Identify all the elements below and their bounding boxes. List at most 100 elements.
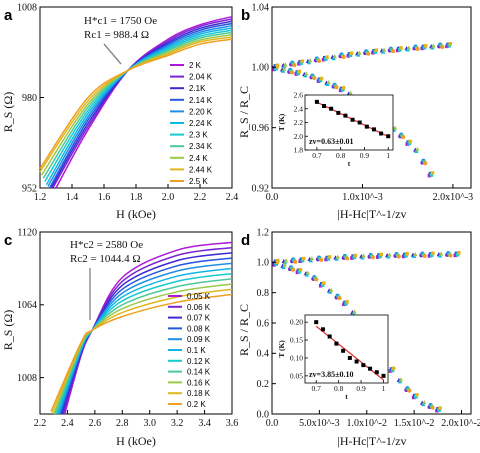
data-point (346, 54, 351, 58)
panel-a-legend: 2 K 2.04 K 2.1K 2.14 K 2.20 K 2.24 K 2.3 K 2.34… (170, 61, 213, 186)
panel-b-ylabel: R_S / R_C (237, 86, 251, 138)
series-line (39, 38, 233, 170)
data-point (345, 256, 350, 261)
data-point (456, 251, 461, 255)
inset-point (336, 110, 341, 115)
data-point (395, 48, 400, 53)
inset-fit-text: zv=3.85±0.10 (309, 370, 354, 379)
panel-d: d 0.0 5.0x10^-3 1.0x10^-2 1.5x10^-2 2.0x10^-… (237, 227, 480, 448)
inset-point (379, 131, 384, 136)
data-point (438, 406, 442, 410)
inset-point (327, 334, 332, 339)
data-point (348, 90, 353, 95)
series-line (52, 18, 233, 189)
data-point (405, 142, 410, 146)
data-point (312, 76, 317, 81)
data-point (272, 67, 276, 72)
panel-c-ytick-label: 1120 (17, 227, 37, 238)
data-point (298, 259, 303, 263)
panel-a-xtick-label: 2.0 (162, 192, 175, 203)
data-point (405, 252, 409, 256)
inset-point (368, 366, 373, 371)
data-point (448, 253, 453, 258)
data-point (391, 49, 396, 54)
panel-d-xtick-label: 0.0 (266, 418, 279, 429)
panel-a-arrow (103, 43, 122, 65)
data-point (300, 258, 305, 263)
panel-a-ytick-label: 952 (22, 183, 37, 194)
data-point (448, 41, 453, 46)
inset-xtick-label: 0.9 (360, 151, 370, 160)
data-point (427, 173, 432, 178)
panel-d-ytick-label: 0.8 (257, 288, 270, 299)
data-point (341, 86, 346, 90)
panel-d-xtick-label: 2.0x10^-2 (441, 418, 480, 429)
data-point (283, 62, 288, 67)
data-point (340, 87, 345, 92)
legend-entry: 2.34 K (189, 142, 213, 151)
panel-c-hc: H*c2 = 2580 Oe (70, 239, 143, 251)
panel-a: a 1.2 1.4 1.6 1.8 2.0 2.2 2.4 952 980 1008 R_S (Ω… (1, 2, 238, 221)
data-point (318, 78, 323, 83)
inset-ylabel: T (K) (277, 340, 286, 358)
data-point (431, 251, 435, 256)
inset-point (361, 363, 366, 368)
panel-c-xtick-label: 3.2 (171, 418, 184, 429)
data-point (338, 88, 343, 93)
panel-b-ticks: 0.0 1.0x10^-3 2.0x10^-3 0.92 0.96 1.00 1.04 (252, 2, 474, 203)
inset-ytick-label: 2.0 (294, 132, 304, 141)
panel-a-xtick-label: 1.4 (66, 192, 79, 203)
data-point (341, 54, 346, 59)
inset-point (341, 348, 346, 353)
data-point (411, 395, 416, 400)
data-point (392, 125, 398, 130)
data-point (321, 281, 326, 285)
data-point (453, 253, 458, 258)
data-point (316, 79, 321, 83)
data-point (335, 254, 340, 259)
data-point (370, 255, 375, 260)
legend-entry: 0.07 K (187, 314, 211, 323)
data-point (387, 252, 392, 257)
panel-a-ticks: 1.2 1.4 1.6 1.8 2.0 2.2 2.4 952 980 1008 (17, 2, 238, 203)
data-point (420, 46, 425, 51)
data-point (414, 393, 419, 397)
data-point (422, 399, 427, 405)
panel-d-ylabel: R_S / R_C (237, 304, 251, 356)
data-point (398, 47, 402, 52)
data-point (413, 251, 418, 257)
series-line (42, 31, 233, 179)
series-line (55, 15, 233, 189)
data-point (398, 377, 404, 382)
data-point (305, 270, 311, 275)
legend-entry: 2 K (189, 61, 202, 70)
data-point (290, 70, 295, 75)
data-point (294, 72, 299, 76)
series-line (40, 34, 233, 176)
panel-b-ytick-label: 1.04 (252, 2, 270, 13)
data-point (324, 57, 328, 61)
panel-d-label: d (241, 232, 250, 249)
data-point (297, 69, 302, 74)
legend-entry: 0.1 K (187, 346, 206, 355)
data-point (282, 263, 287, 268)
data-point (291, 267, 296, 272)
panel-b: b 0.0 1.0x10^-3 2.0x10^-30.920.961.001.04 … (237, 2, 473, 221)
data-point (391, 366, 396, 371)
data-point (427, 254, 432, 258)
data-point (345, 300, 349, 304)
inset-point (334, 341, 339, 346)
panel-c-frame (39, 231, 233, 415)
data-point (325, 55, 329, 59)
data-point (350, 256, 354, 260)
panel-a-label: a (4, 7, 13, 24)
inset-frame (304, 314, 389, 384)
panel-c-ytick-label: 1008 (17, 373, 37, 384)
inset-ytick-label: 0.15 (290, 336, 303, 345)
legend-entry: 2.04 K (189, 73, 213, 82)
data-point (381, 47, 387, 52)
inset-point (320, 327, 325, 332)
data-point (373, 50, 377, 54)
data-point (431, 43, 436, 48)
panel-a-ytick-label: 980 (22, 93, 37, 104)
